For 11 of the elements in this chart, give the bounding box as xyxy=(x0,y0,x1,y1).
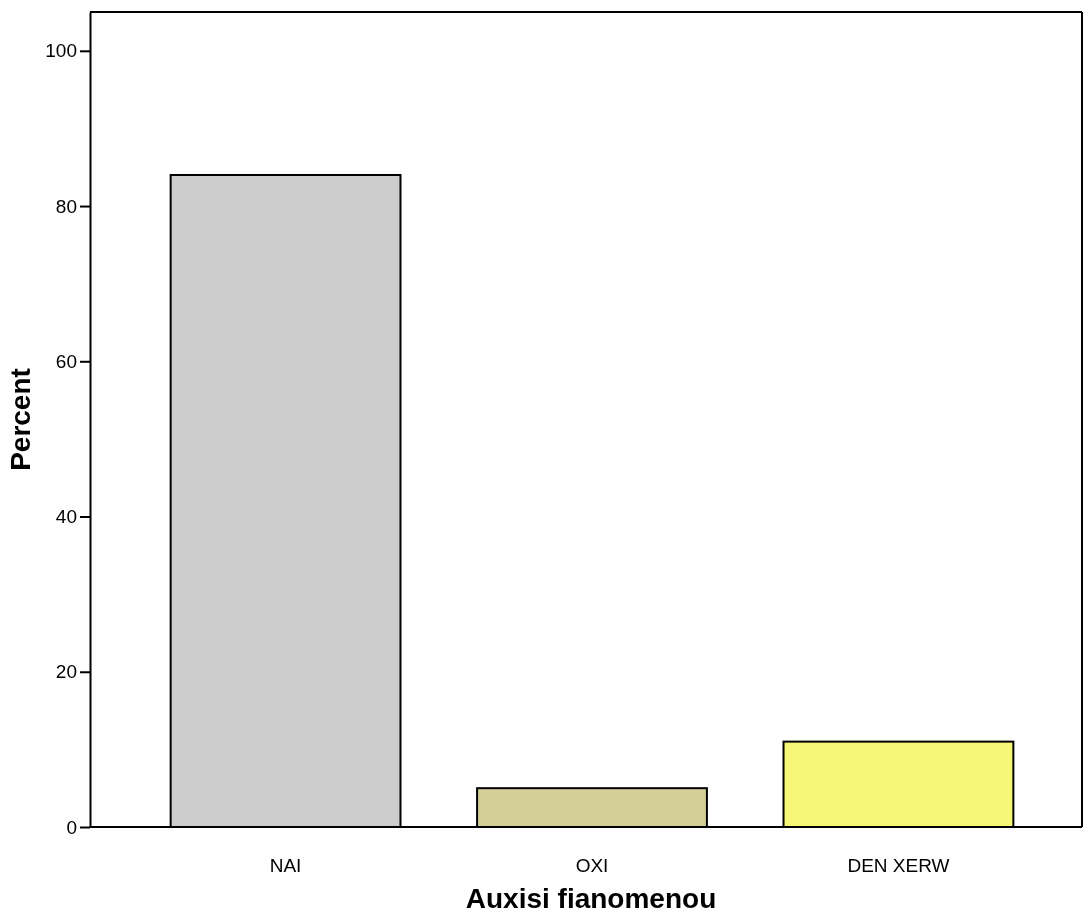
x-tick-label: NAI xyxy=(269,855,302,877)
y-tick-label: 40 xyxy=(55,506,77,528)
x-tick-label: DEN XERW xyxy=(847,855,950,877)
y-tick-label: 100 xyxy=(45,40,77,62)
y-tick-label: 80 xyxy=(55,195,77,217)
y-tick-label: 60 xyxy=(55,350,77,372)
x-tick-label: OXI xyxy=(575,855,609,877)
y-axis-title: Percent xyxy=(5,368,36,471)
x-axis-title: Auxisi fianomenou xyxy=(465,883,717,914)
y-tick-label: 20 xyxy=(55,661,77,683)
y-tick-label: 0 xyxy=(66,816,77,838)
